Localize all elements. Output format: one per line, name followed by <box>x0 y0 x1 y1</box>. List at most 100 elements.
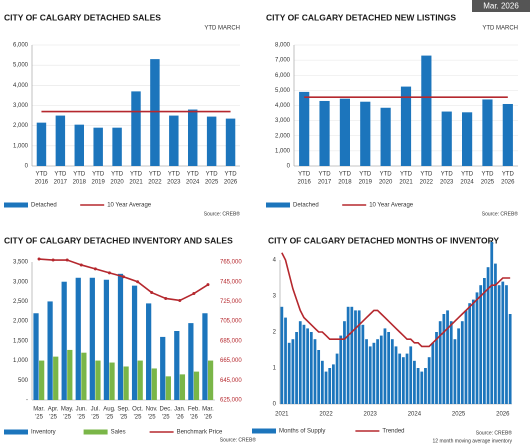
x-tick-label: YTD <box>149 172 162 178</box>
bar <box>299 91 310 166</box>
bar <box>339 98 350 166</box>
bar <box>319 100 330 166</box>
bar <box>409 346 413 404</box>
bar <box>131 285 138 400</box>
y2-tick-label: 645,000 <box>220 378 242 384</box>
y-tick-label: 2,000 <box>275 133 291 139</box>
bar <box>400 86 412 166</box>
x-tick-label: Jan. <box>174 407 186 413</box>
source: Source: CREB® <box>220 436 257 443</box>
x-tick-label: '25 <box>120 415 128 421</box>
x-tick-label: '25 <box>77 415 85 421</box>
x-tick-label: '25 <box>134 415 142 421</box>
x-tick-label: YTD <box>111 172 124 178</box>
x-tick-label: Jun. <box>76 407 88 413</box>
x-tick-label: 2021 <box>129 180 143 186</box>
y-tick-label: 3,000 <box>13 103 29 109</box>
legend-swatch <box>4 429 28 435</box>
bar <box>165 376 171 400</box>
x-tick-label: YTD <box>73 172 86 178</box>
bar <box>372 342 376 404</box>
legend-label: Months of Supply <box>279 429 325 435</box>
x-tick-label: 2020 <box>110 180 124 186</box>
x-tick-label: Apr. <box>48 407 59 413</box>
bar <box>379 335 383 404</box>
bar <box>501 281 505 404</box>
bar <box>109 362 115 400</box>
line-point <box>150 291 154 295</box>
x-tick-label: YTD <box>92 172 105 178</box>
x-tick-label: Sep. <box>117 407 130 413</box>
bar <box>160 336 166 400</box>
x-tick-label: Oct. <box>132 407 143 413</box>
bar <box>291 339 295 404</box>
x-tick-label: YTD <box>319 172 332 178</box>
y-tick-label: 0 <box>287 164 291 170</box>
legend-swatch <box>4 202 28 208</box>
y-tick-label: 5,000 <box>13 63 29 69</box>
y-tick-label: 0 <box>25 164 29 170</box>
x-tick-label: 2017 <box>54 180 68 186</box>
y-tick-label: 1,000 <box>275 148 291 154</box>
x-tick-label: YTD <box>130 172 143 178</box>
x-tick-label: YTD <box>225 172 238 178</box>
y2-tick-label: 685,000 <box>220 338 242 344</box>
line-point <box>93 267 97 271</box>
x-tick-label: 2023 <box>167 180 181 186</box>
chart-title: CITY OF CALGARY DETACHED SALES <box>4 12 161 22</box>
y2-tick-label: 765,000 <box>220 260 242 266</box>
x-tick-label: 2022 <box>148 180 162 186</box>
x-tick-label: Mar. <box>202 407 214 413</box>
legend-label: Detached <box>31 203 57 209</box>
legend-swatch <box>266 202 290 208</box>
bar <box>505 285 508 404</box>
bar <box>328 368 332 404</box>
bar <box>420 371 424 404</box>
y2-tick-label: 625,000 <box>220 398 242 404</box>
bar <box>462 112 473 166</box>
bar <box>131 91 141 166</box>
bar <box>427 357 431 404</box>
bar <box>169 115 179 166</box>
bar <box>287 342 291 404</box>
bar <box>55 115 66 166</box>
y-tick-label: 3 <box>273 294 277 300</box>
bar <box>490 242 494 404</box>
y-tick-label: 2,000 <box>13 123 29 129</box>
legend-label: Detached <box>293 203 319 209</box>
y-tick-label: 2 <box>273 330 277 336</box>
bar <box>343 321 346 404</box>
bar <box>67 349 73 400</box>
bar <box>93 127 103 166</box>
x-tick-label: Mar. <box>33 407 45 413</box>
bar <box>193 371 200 400</box>
x-tick-label: 2020 <box>379 180 393 186</box>
legend-label: 10 Year Average <box>369 203 414 209</box>
bar <box>457 328 460 404</box>
chart-title: CITY OF CALGARY DETACHED NEW LISTINGS <box>266 12 456 22</box>
bar <box>394 346 398 404</box>
bar <box>61 281 67 400</box>
x-tick-label: YTD <box>206 172 219 178</box>
bar <box>206 116 217 166</box>
x-tick-label: '25 <box>148 415 156 421</box>
bar <box>302 324 306 404</box>
x-tick-label: 2026 <box>501 180 515 186</box>
x-tick-label: '25 <box>106 415 114 421</box>
bar <box>357 310 361 404</box>
line-point <box>136 280 140 284</box>
bar <box>174 331 180 400</box>
bar <box>380 107 391 166</box>
bar <box>47 301 53 400</box>
note: 12 month moving average inventory <box>433 438 513 444</box>
line-point <box>206 283 210 287</box>
x-tick-label: YTD <box>441 172 454 178</box>
y-tick-label: 7,000 <box>275 58 291 64</box>
bar <box>413 360 416 404</box>
y-tick-label: 6,000 <box>275 73 291 79</box>
bar <box>483 278 486 404</box>
x-tick-label: YTD <box>359 172 372 178</box>
bar <box>103 279 110 400</box>
